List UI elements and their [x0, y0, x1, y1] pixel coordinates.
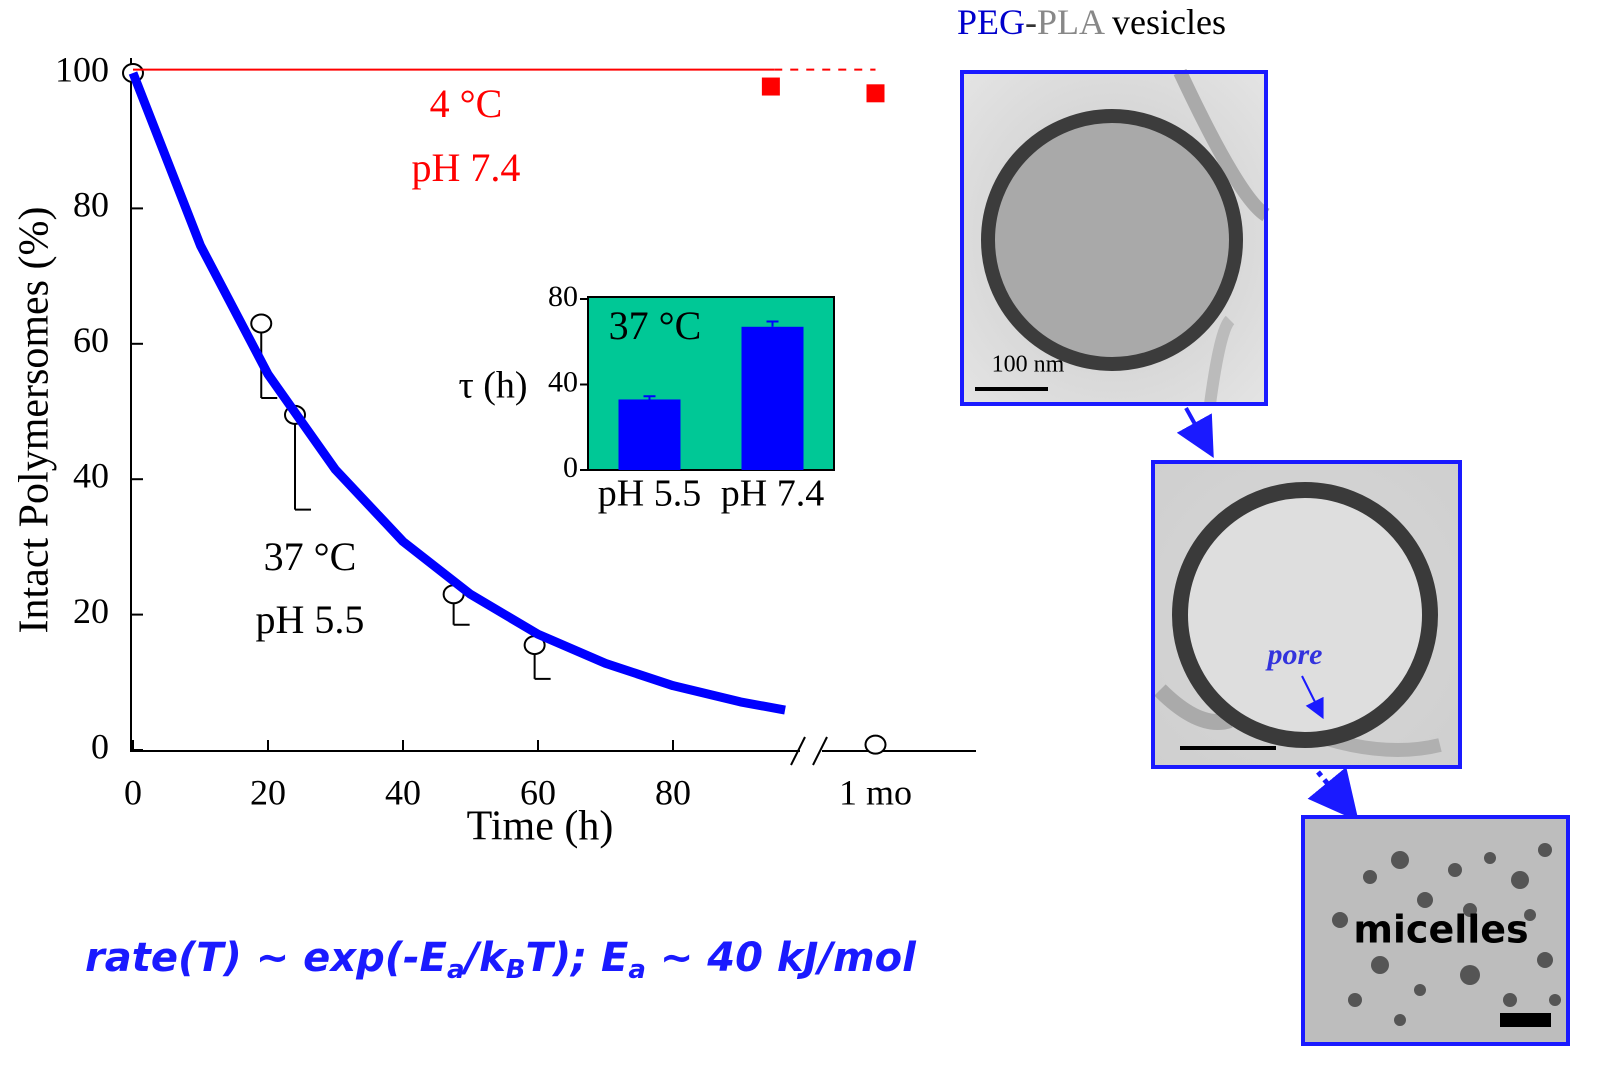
title-part: -	[1025, 2, 1037, 42]
inset-x-tick-label: pH 5.5	[598, 473, 701, 515]
x-tick-label: 80	[655, 772, 691, 812]
error-bar	[643, 395, 656, 400]
axis-break	[812, 736, 828, 766]
inset-y-tick-label: 80	[548, 280, 578, 313]
annotation: 37 °C	[264, 534, 357, 579]
inset-y-tick-label: 40	[548, 365, 578, 398]
title-part: PEG	[957, 2, 1025, 42]
error-bar	[766, 320, 779, 327]
bar	[618, 399, 681, 470]
formula-subscript: B	[506, 955, 526, 985]
micrograph-vesicle: 100 nm	[960, 69, 1270, 406]
annotation: pH 7.4	[412, 145, 521, 190]
formula-subscript: a	[447, 955, 465, 985]
scale-label: 100 nm	[992, 352, 1065, 378]
y-tick-label: 0	[91, 726, 109, 766]
series-line	[128, 71, 786, 715]
data-point	[864, 734, 887, 755]
micelles-label: micelles	[1353, 908, 1528, 952]
x-tick-label: 60	[520, 772, 556, 812]
axis-break	[790, 736, 806, 766]
x-tick-label: 20	[250, 772, 286, 812]
x-tick-label: 0	[124, 772, 142, 812]
bar	[741, 326, 804, 470]
x-tick-label: 1 mo	[839, 772, 912, 812]
y-tick-label: 100	[55, 49, 109, 89]
y-tick-label: 40	[73, 455, 109, 495]
title-part: vesicles	[1103, 2, 1226, 42]
pore-label: pore	[1265, 638, 1323, 671]
data-point	[761, 77, 780, 96]
arrow	[1307, 766, 1359, 822]
inset-y-axis-label: τ (h)	[458, 365, 527, 407]
formula-part: ~ 40 kJ/mol	[646, 935, 917, 981]
inset-annotation: 37 °C	[609, 303, 702, 348]
images-title: PEG-PLA vesicles	[957, 2, 1226, 42]
formula-part: rate(T) ~ exp(-E	[85, 935, 447, 981]
data-point	[250, 313, 273, 334]
formula: rate(T) ~ exp(-Ea/kBT); Ea ~ 40 kJ/mol	[85, 935, 917, 985]
annotation: pH 5.5	[256, 597, 365, 642]
formula-part: /k	[461, 935, 509, 981]
title-part: PLA	[1037, 2, 1105, 42]
data-point	[866, 84, 885, 103]
y-tick-label: 20	[73, 591, 109, 631]
y-axis-label: Intact Polymersomes (%)	[12, 207, 58, 634]
arrow	[1176, 407, 1214, 458]
annotation: 4 °C	[430, 81, 503, 126]
y-tick-label: 60	[73, 320, 109, 360]
error-bar	[294, 414, 311, 511]
micrograph-pore: pore	[1151, 460, 1462, 769]
y-tick-label: 80	[73, 185, 109, 225]
formula-part: T); E	[526, 935, 629, 981]
micrograph-micelles: micelles	[1301, 815, 1570, 1046]
x-tick-label: 40	[385, 772, 421, 812]
inset-y-tick-label: 0	[563, 451, 578, 484]
x-axis-label: Time (h)	[467, 804, 614, 850]
formula-subscript: a	[628, 955, 646, 985]
inset-x-tick-label: pH 7.4	[721, 473, 824, 515]
